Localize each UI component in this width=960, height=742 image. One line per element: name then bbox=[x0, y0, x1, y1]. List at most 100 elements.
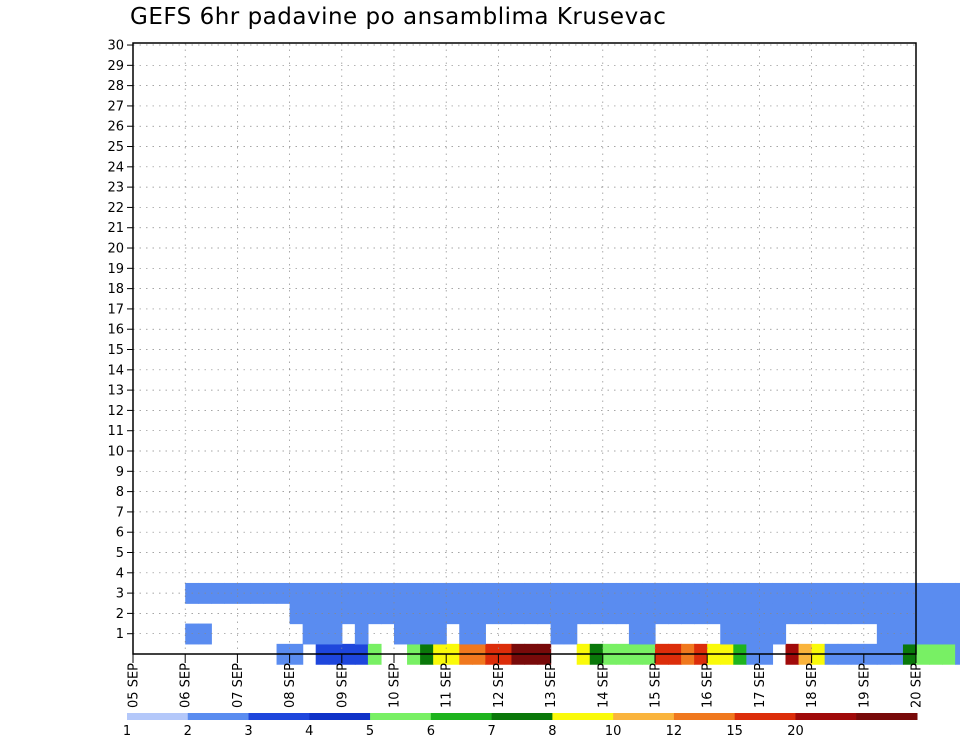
heatmap-cell bbox=[929, 623, 943, 645]
y-tick-label: 28 bbox=[107, 79, 124, 94]
heatmap-cell bbox=[942, 643, 956, 665]
heatmap-cell bbox=[498, 603, 513, 625]
legend-label: 6 bbox=[427, 724, 435, 739]
heatmap-cell bbox=[889, 603, 904, 625]
x-tick-label: 17 SEP bbox=[753, 663, 768, 708]
heatmap-cell bbox=[602, 603, 617, 625]
heatmap-cell bbox=[563, 623, 578, 645]
heatmap-cell bbox=[916, 603, 930, 625]
heatmap-cell bbox=[485, 603, 499, 625]
heatmap-cell bbox=[837, 603, 852, 625]
heatmap-cell bbox=[929, 582, 943, 604]
legend-label: 2 bbox=[184, 724, 192, 739]
y-tick-label: 8 bbox=[116, 485, 124, 500]
y-tick-label: 30 bbox=[107, 39, 124, 54]
heatmap-cell bbox=[459, 603, 473, 625]
y-tick-label: 7 bbox=[116, 505, 124, 520]
y-tick-label: 2 bbox=[116, 607, 124, 622]
heatmap-cell bbox=[837, 582, 852, 604]
legend-label: 5 bbox=[366, 724, 374, 739]
heatmap-cell bbox=[916, 623, 930, 645]
y-tick-label: 12 bbox=[107, 404, 124, 419]
y-tick-label: 23 bbox=[107, 181, 124, 196]
heatmap-cell bbox=[446, 603, 460, 625]
heatmap-cell bbox=[798, 582, 813, 604]
heatmap-cell bbox=[889, 582, 904, 604]
x-tick-label: 13 SEP bbox=[544, 663, 559, 708]
heatmap-cell bbox=[694, 603, 708, 625]
heatmap-cell bbox=[902, 623, 917, 645]
heatmap-cell bbox=[733, 603, 747, 625]
heatmap-cell bbox=[628, 623, 643, 645]
y-tick-label: 17 bbox=[107, 302, 124, 317]
legend-swatch bbox=[187, 713, 250, 720]
heatmap-cell bbox=[876, 582, 891, 604]
heatmap-cell bbox=[615, 582, 630, 604]
heatmap-cell bbox=[785, 603, 800, 625]
heatmap-cell bbox=[641, 582, 656, 604]
color-legend: 1 2 3 4 5 6 7 8 10 12 15 20 bbox=[123, 713, 918, 739]
heatmap-cell bbox=[811, 582, 826, 604]
heatmap-cell bbox=[955, 643, 960, 665]
y-tick-label: 9 bbox=[116, 465, 124, 480]
legend-swatch bbox=[613, 713, 675, 720]
heatmap-cell bbox=[537, 582, 552, 604]
legend-label: 8 bbox=[548, 724, 556, 739]
y-tick-label: 15 bbox=[107, 343, 124, 358]
heatmap-cell bbox=[681, 582, 695, 604]
legend-swatch bbox=[127, 713, 189, 720]
y-tick-label: 14 bbox=[107, 363, 124, 378]
legend-label: 3 bbox=[244, 724, 252, 739]
legend-swatch bbox=[552, 713, 614, 720]
heatmap-cell bbox=[628, 603, 643, 625]
heatmap-cell bbox=[446, 582, 460, 604]
y-tick-label: 26 bbox=[107, 120, 124, 135]
heatmap-cell bbox=[746, 623, 760, 645]
y-tick-label: 24 bbox=[107, 160, 124, 175]
y-tick-label: 20 bbox=[107, 242, 124, 257]
heatmap-cell bbox=[681, 603, 695, 625]
heatmap-cell bbox=[589, 582, 604, 604]
y-tick-label: 6 bbox=[116, 526, 124, 541]
heatmap-cell bbox=[720, 623, 734, 645]
x-tick-label: 18 SEP bbox=[805, 663, 820, 708]
heatmap-cell bbox=[824, 603, 839, 625]
heatmap-cell bbox=[498, 582, 513, 604]
y-tick-label: 5 bbox=[116, 546, 124, 561]
heatmap-cell bbox=[942, 582, 956, 604]
legend-swatch bbox=[795, 713, 857, 720]
heatmap-cell bbox=[955, 582, 960, 604]
heatmap-cell bbox=[759, 603, 774, 625]
legend-swatch bbox=[734, 713, 796, 720]
heatmap-cell bbox=[550, 603, 565, 625]
x-tick-label: 12 SEP bbox=[492, 663, 507, 708]
heatmap-cell bbox=[942, 603, 956, 625]
heatmap-cell bbox=[472, 582, 486, 604]
heatmap-cell bbox=[720, 582, 734, 604]
y-tick-label: 22 bbox=[107, 201, 124, 216]
chart-title: GEFS 6hr padavine po ansamblima Krusevac bbox=[130, 4, 667, 30]
heatmap-cell bbox=[459, 582, 473, 604]
y-tick-label: 3 bbox=[116, 587, 124, 602]
y-tick-label: 25 bbox=[107, 140, 124, 155]
heatmap-cell bbox=[942, 623, 956, 645]
plot-frame bbox=[132, 42, 917, 655]
heatmap-cell bbox=[916, 582, 930, 604]
heatmap-cell bbox=[668, 603, 682, 625]
legend-swatch bbox=[248, 713, 310, 720]
heatmap-cell bbox=[863, 603, 878, 625]
y-tick-label: 1 bbox=[116, 627, 124, 642]
heatmap-cell bbox=[563, 603, 578, 625]
heatmap-cell bbox=[850, 603, 865, 625]
heatmap-cell bbox=[707, 582, 721, 604]
heatmap-cell bbox=[746, 582, 760, 604]
heatmap-cell bbox=[694, 582, 708, 604]
heatmap-cell bbox=[511, 603, 526, 625]
legend-label: 7 bbox=[487, 724, 495, 739]
y-tick-label: 10 bbox=[107, 445, 124, 460]
y-tick-label: 4 bbox=[116, 566, 124, 581]
heatmap-cell bbox=[589, 603, 604, 625]
heatmap-cell bbox=[759, 623, 774, 645]
heatmap-cell bbox=[459, 623, 473, 645]
x-tick-label: 20 SEP bbox=[910, 663, 925, 708]
